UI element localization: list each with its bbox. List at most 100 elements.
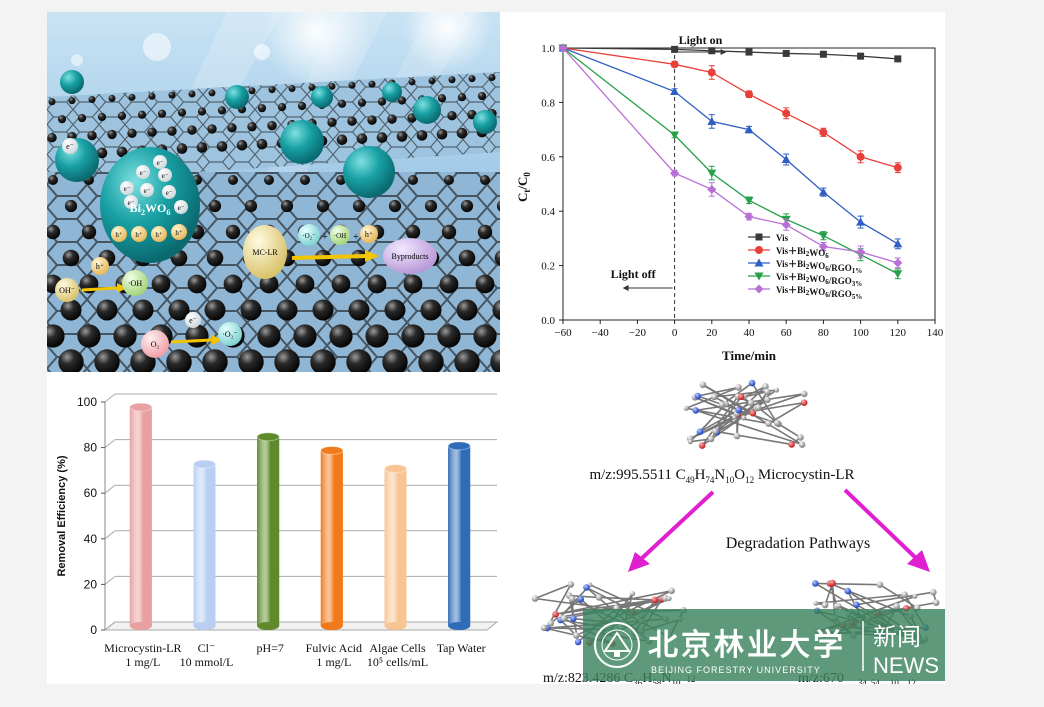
atom [765, 420, 772, 427]
data-point [745, 48, 753, 56]
parent-molecule [683, 379, 808, 449]
atom [707, 435, 715, 443]
legend-entry: Vis＋Bi2WO6/RGO1% [776, 259, 862, 275]
category-label: Fulvic Acid [306, 641, 362, 655]
data-point [744, 125, 754, 134]
svg-text:+: + [353, 232, 359, 243]
data-point [782, 49, 790, 57]
electron-symbol: e⁻ [144, 187, 151, 195]
university-name-cn: 北京林业大学 [648, 628, 846, 662]
data-point [755, 233, 763, 241]
o2-radical-label: ·O₂⁻ [222, 330, 237, 339]
svg-text:+: + [322, 232, 328, 243]
y-tick-label: 0.0 [541, 315, 555, 327]
atom [755, 404, 762, 411]
light-on-annotation: Light on [679, 33, 723, 47]
bar [129, 402, 153, 630]
category-label: pH=7 [256, 641, 283, 655]
atom [668, 587, 675, 595]
university-name-en: BEIJING FORESTRY UNIVERSITY [651, 665, 821, 675]
legend-entry: Vis＋Bi2WO6/RGO3% [776, 272, 862, 288]
data-point [856, 152, 865, 161]
y-tick-label: 0 [90, 623, 97, 637]
atom [901, 591, 908, 599]
series-2 [558, 43, 903, 250]
atom [893, 603, 900, 610]
svg-text:Bi2WO6: Bi2WO6 [130, 201, 171, 217]
atom [811, 580, 819, 587]
data-point [818, 232, 828, 241]
kinetics-chart: −60 −40 −20 0 20 40 60 80 100 120 140 0.0 0.2 0.4 0.6 0… [505, 12, 945, 382]
bar [256, 432, 280, 630]
atom [912, 593, 918, 599]
atom [737, 393, 745, 401]
x-tick-label: 80 [818, 327, 830, 339]
x-tick-label: 60 [781, 327, 793, 339]
data-point [707, 68, 716, 77]
data-point [707, 169, 717, 178]
legend: VisVis＋Bi2WO6Vis＋Bi2WO6/RGO1%Vis＋Bi2WO6/… [748, 233, 862, 301]
mclr-label: MC-LR [252, 248, 278, 257]
data-point [744, 212, 754, 222]
data-point [671, 45, 679, 53]
data-point [670, 131, 680, 140]
atom [844, 587, 852, 595]
electron-symbol: e⁻ [128, 199, 135, 207]
atom [683, 405, 689, 411]
bar [447, 441, 471, 630]
university-seal-icon [594, 622, 640, 668]
y-tick-label: 0.8 [541, 97, 555, 109]
atom [876, 581, 884, 588]
x-tick-label: −20 [629, 327, 647, 339]
atom [929, 588, 937, 596]
atom [595, 594, 603, 601]
atom [764, 396, 771, 404]
series-0 [559, 44, 902, 63]
atom [718, 401, 726, 409]
legend-entry: Vis＋Bi2WO6 [776, 246, 829, 260]
x-tick-label: −40 [592, 327, 610, 339]
data-point [745, 90, 753, 99]
atom [694, 392, 701, 400]
oh-radical-label: ·OH [128, 279, 142, 288]
atom [762, 383, 769, 390]
series-3 [558, 44, 903, 280]
figure: e⁻ e⁻ e⁻ e⁻ e⁻ e⁻ e⁻ e⁻ h⁺ h⁺ h⁺ h⁺ Bi2WO6 e⁻ OH⁻ h… [41, 0, 945, 688]
atom [662, 595, 669, 602]
y-axis-label: Ct/C0 [515, 172, 532, 202]
byproducts-label: Byproducts [392, 252, 429, 261]
pathway-arrow-left [628, 490, 715, 572]
x-tick-label: −60 [554, 327, 572, 339]
pathways-title: Degradation Pathways [726, 535, 870, 552]
atom [773, 419, 781, 427]
category-label: Algae Cells [369, 641, 426, 655]
series-line [562, 47, 898, 60]
y-tick-label: 40 [84, 532, 98, 546]
bar-chart-svg: 0 20 40 60 80 100 Removal Efficiency (%) Microc… [56, 393, 499, 669]
x-tick-label: 20 [706, 327, 718, 339]
atom [577, 595, 584, 603]
atom [687, 439, 693, 445]
oh-minus-label: OH⁻ [59, 286, 75, 295]
atom [711, 428, 719, 435]
data-point [670, 60, 679, 69]
data-point [818, 187, 828, 196]
atom [932, 599, 940, 606]
atom [800, 399, 808, 406]
svg-text:h⁺: h⁺ [365, 230, 373, 239]
atom [560, 615, 568, 622]
data-point [707, 184, 717, 194]
y-tick-label: 60 [84, 486, 98, 500]
data-point [856, 217, 866, 226]
y-tick-label: 80 [84, 441, 98, 455]
svg-text:e⁻: e⁻ [189, 316, 197, 325]
hole-symbol: h⁺ [115, 231, 123, 239]
y-tick-label: 100 [77, 395, 97, 409]
data-point [819, 128, 828, 137]
y-tick-label: 1.0 [541, 43, 555, 55]
data-point [708, 47, 716, 55]
atom [733, 432, 741, 440]
atom [574, 638, 582, 646]
svg-text:·OH: ·OH [334, 232, 346, 240]
hole-label-small: h⁺ [96, 262, 104, 271]
